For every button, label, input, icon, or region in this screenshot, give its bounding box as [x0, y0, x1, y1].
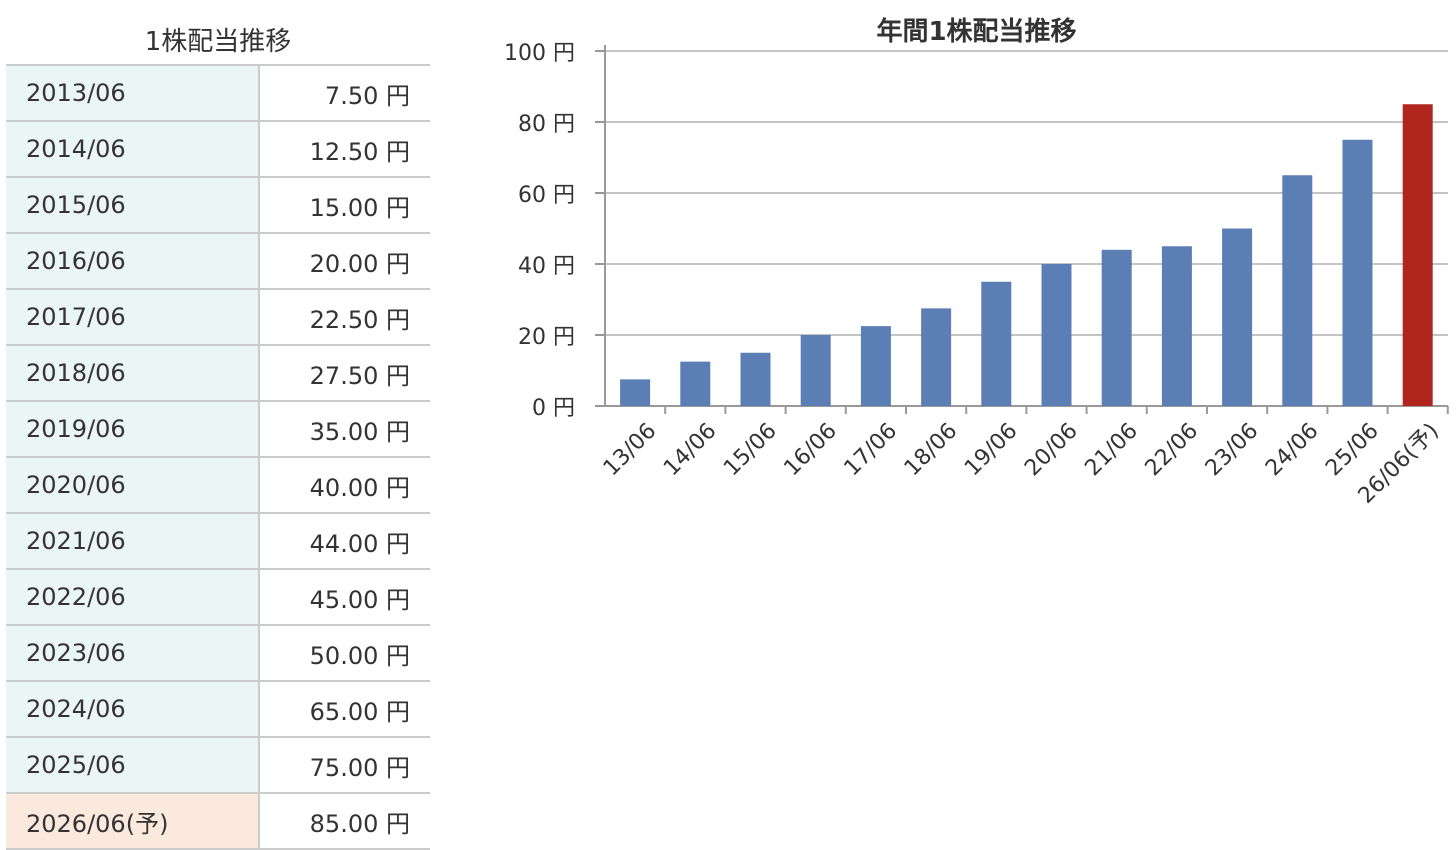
bar: [1222, 228, 1253, 406]
year-cell: 2019/06: [6, 401, 260, 458]
table-row: 2018/06 27.50 円: [6, 345, 430, 402]
dividend-value-cell: 7.50 円: [259, 65, 430, 122]
bar: [680, 361, 711, 406]
y-tick-label: 20 円: [518, 325, 575, 350]
x-tick-label: 15/06: [719, 419, 782, 482]
bar: [921, 308, 952, 406]
year-cell: 2016/06: [6, 233, 260, 290]
bar: [620, 379, 651, 406]
table-row: 2024/06 65.00 円: [6, 681, 430, 738]
dividend-value-cell: 50.00 円: [259, 625, 430, 682]
year-cell: 2017/06: [6, 289, 260, 346]
year-cell: 2015/06: [6, 177, 260, 234]
bar: [1282, 175, 1313, 406]
bar: [1041, 264, 1072, 406]
bar: [800, 335, 831, 406]
x-tick-label: 19/06: [960, 419, 1023, 482]
x-tick-label: 22/06: [1141, 419, 1204, 482]
chart-title: 年間1株配当推移: [876, 16, 1076, 47]
x-tick-label: 23/06: [1201, 419, 1264, 482]
y-tick-label: 80 円: [518, 112, 575, 137]
dividend-value-cell: 45.00 円: [259, 569, 430, 626]
table-row: 2022/06 45.00 円: [6, 569, 430, 626]
x-tick-label: 21/06: [1080, 419, 1143, 482]
x-tick-label: 16/06: [779, 419, 842, 482]
x-tick-label: 14/06: [659, 419, 722, 482]
table-row: 2015/06 15.00 円: [6, 177, 430, 234]
year-cell: 2022/06: [6, 569, 260, 626]
table-row: 2013/06 7.50 円: [6, 65, 430, 122]
y-tick-label: 40 円: [518, 254, 575, 279]
y-tick-label: 0 円: [532, 396, 575, 421]
dividend-value-cell: 44.00 円: [259, 513, 430, 570]
table-row: 2025/06 75.00 円: [6, 737, 430, 794]
y-tick-label: 60 円: [518, 183, 575, 208]
dividend-value-cell: 65.00 円: [259, 681, 430, 738]
dividend-value-cell: 12.50 円: [259, 121, 430, 178]
dividend-value-cell: 22.50 円: [259, 289, 430, 346]
bar: [1342, 139, 1373, 406]
bar: [1161, 246, 1192, 406]
dividend-table: 2013/06 7.50 円 2014/06 12.50 円 2015/06 15.00 …: [6, 64, 430, 850]
table-row: 2021/06 44.00 円: [6, 513, 430, 570]
dividend-value-cell: 27.50 円: [259, 345, 430, 402]
year-cell: 2021/06: [6, 513, 260, 570]
table-row: 2014/06 12.50 円: [6, 121, 430, 178]
dividend-value-cell: 75.00 円: [259, 737, 430, 794]
x-tick-label: 17/06: [840, 419, 903, 482]
y-tick-label: 100 円: [504, 41, 575, 66]
x-tick-label: 24/06: [1261, 419, 1324, 482]
bar: [860, 326, 891, 406]
bar: [981, 281, 1012, 406]
x-tick-label: 18/06: [900, 419, 963, 482]
bar: [1402, 104, 1433, 406]
dividend-value-cell: 85.00 円: [259, 793, 430, 850]
bar: [740, 352, 771, 406]
table-row: 2019/06 35.00 円: [6, 401, 430, 458]
year-cell: 2024/06: [6, 681, 260, 738]
dividend-value-cell: 15.00 円: [259, 177, 430, 234]
table-row: 2020/06 40.00 円: [6, 457, 430, 514]
dividend-value-cell: 35.00 円: [259, 401, 430, 458]
x-tick-label: 20/06: [1020, 419, 1083, 482]
year-cell: 2013/06: [6, 65, 260, 122]
dividend-table-panel: 1株配当推移 2013/06 7.50 円 2014/06 12.50 円 2015/0…: [6, 0, 430, 850]
year-cell: 2014/06: [6, 121, 260, 178]
table-row: 2023/06 50.00 円: [6, 625, 430, 682]
bar: [1101, 249, 1132, 406]
year-cell: 2018/06: [6, 345, 260, 402]
table-row: 2017/06 22.50 円: [6, 289, 430, 346]
x-tick-label: 13/06: [599, 419, 662, 482]
year-cell: 2023/06: [6, 625, 260, 682]
year-cell: 2020/06: [6, 457, 260, 514]
table-row: 2016/06 20.00 円: [6, 233, 430, 290]
year-cell: 2025/06: [6, 737, 260, 794]
table-title: 1株配当推移: [144, 27, 292, 57]
dividend-value-cell: 20.00 円: [259, 233, 430, 290]
dividend-value-cell: 40.00 円: [259, 457, 430, 514]
